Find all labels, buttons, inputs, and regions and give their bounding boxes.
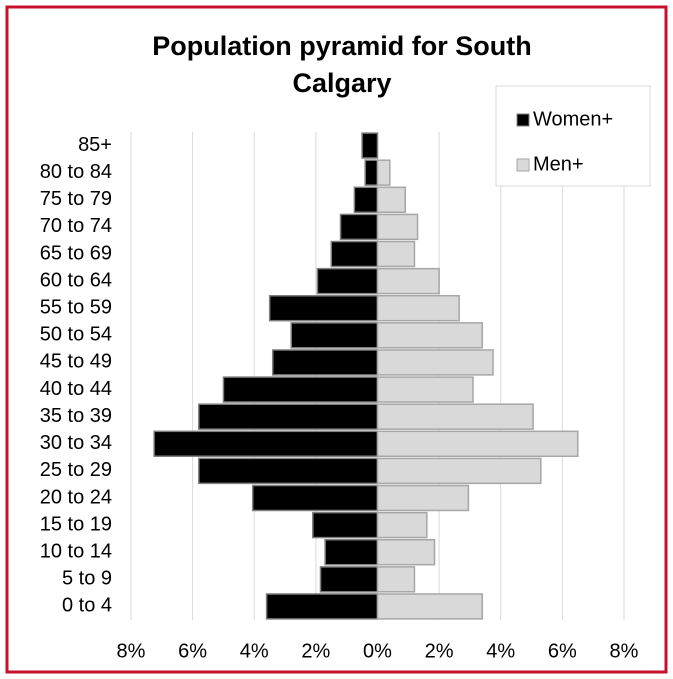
y-tick-label: 55 to 59 xyxy=(40,297,112,319)
bar xyxy=(376,484,470,512)
y-tick-label: 0 to 4 xyxy=(62,595,112,617)
bar xyxy=(330,240,379,268)
bar xyxy=(376,403,534,430)
bars xyxy=(153,132,579,620)
bar xyxy=(376,376,474,403)
bar xyxy=(265,593,379,620)
bar xyxy=(376,159,391,186)
bar xyxy=(376,511,428,539)
bar xyxy=(376,267,440,295)
x-tick-label: 2% xyxy=(425,640,454,662)
y-tick-label: 65 to 69 xyxy=(40,242,112,264)
bar xyxy=(222,376,379,403)
chart-title: Population pyramid for South xyxy=(152,31,532,61)
y-tick-label: 50 to 54 xyxy=(40,324,112,346)
y-tick-label: 5 to 9 xyxy=(62,568,112,590)
legend-swatch xyxy=(516,158,530,172)
legend-label: Men+ xyxy=(533,153,584,175)
bar xyxy=(376,349,494,376)
bar xyxy=(268,295,379,322)
bar xyxy=(251,484,379,512)
bar xyxy=(376,186,406,213)
y-tick-label: 20 to 24 xyxy=(40,486,112,508)
bar xyxy=(353,186,379,213)
y-tick-label: 85+ xyxy=(78,134,112,156)
chart-title-line2: Calgary xyxy=(292,68,391,98)
bar xyxy=(339,213,379,241)
y-tick-label: 80 to 84 xyxy=(40,161,112,183)
y-tick-label: 30 to 34 xyxy=(40,432,112,454)
y-tick-label: 70 to 74 xyxy=(40,215,112,237)
bar xyxy=(290,322,379,349)
bar xyxy=(312,511,379,539)
bar xyxy=(319,566,379,593)
x-tick-label: 2% xyxy=(301,640,330,662)
bar xyxy=(376,240,416,268)
bar xyxy=(376,457,542,485)
y-tick-label: 75 to 79 xyxy=(40,188,112,210)
bar xyxy=(364,159,379,186)
bar xyxy=(376,566,416,593)
bar xyxy=(376,295,460,322)
y-tick-label: 35 to 39 xyxy=(40,405,112,427)
x-tick-label: 8% xyxy=(610,640,639,662)
x-tick-label: 4% xyxy=(240,640,269,662)
x-tick-label: 0% xyxy=(363,640,392,662)
bar xyxy=(324,539,379,566)
x-tick-label: 6% xyxy=(548,640,577,662)
x-tick-label: 6% xyxy=(178,640,207,662)
y-tick-label: 15 to 19 xyxy=(40,513,112,535)
bar xyxy=(198,403,379,430)
bar xyxy=(316,267,379,295)
y-tick-label: 40 to 44 xyxy=(40,378,112,400)
bar xyxy=(361,132,379,159)
y-tick-label: 45 to 49 xyxy=(40,351,112,373)
y-tick-label: 10 to 14 xyxy=(40,541,112,563)
grid xyxy=(130,132,625,620)
y-tick-label: 25 to 29 xyxy=(40,459,112,481)
bar xyxy=(198,457,379,485)
legend-swatch xyxy=(516,113,530,127)
x-tick-label: 4% xyxy=(486,640,515,662)
legend-label: Women+ xyxy=(533,108,613,130)
y-tick-label: 60 to 64 xyxy=(40,269,112,291)
bar xyxy=(271,349,379,376)
bar xyxy=(153,430,379,457)
bar xyxy=(376,593,484,620)
bar xyxy=(376,213,419,241)
bar xyxy=(376,322,484,349)
x-tick-label: 8% xyxy=(117,640,146,662)
bar xyxy=(376,430,579,457)
bar xyxy=(376,539,436,566)
